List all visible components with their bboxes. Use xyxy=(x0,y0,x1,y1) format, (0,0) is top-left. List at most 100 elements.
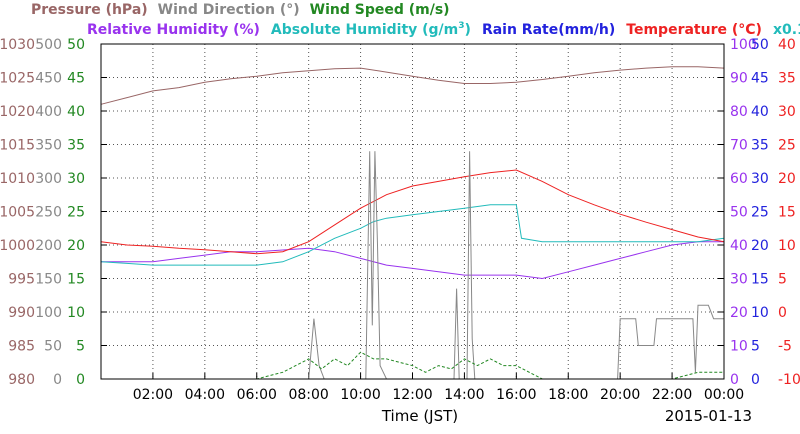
series-line-3 xyxy=(100,169,725,255)
y-tick-label: 1000 xyxy=(0,238,35,254)
x-tick-label: 10:00 xyxy=(340,387,380,403)
y-tick-label: 1010 xyxy=(0,171,35,187)
y-tick-label: -5 xyxy=(778,339,792,355)
y-tick-label: 250 xyxy=(35,205,62,221)
x-tick-label: 06:00 xyxy=(237,387,277,403)
legend-entry: Wind Direction (°) xyxy=(158,2,300,18)
legend-entry: Absolute Humidity (g/m xyxy=(271,22,458,38)
y-tick-label: 50 xyxy=(44,339,62,355)
y-tick-label: 80 xyxy=(730,104,748,120)
x-tick-label: 02:00 xyxy=(133,387,173,403)
y-tick-label: 990 xyxy=(8,305,35,321)
y-tick-label: 50 xyxy=(751,37,769,53)
y-tick-label: 10 xyxy=(67,305,85,321)
y-tick-label: 1030 xyxy=(0,37,35,53)
series-line-1 xyxy=(101,241,724,280)
x-tick-label: 22:00 xyxy=(652,387,692,403)
y-tick-label: 100 xyxy=(35,305,62,321)
y-tick-label: 30 xyxy=(67,171,85,187)
y-tick-label: 450 xyxy=(35,71,62,87)
y-tick-label: 0 xyxy=(76,372,85,388)
right-axes: 1009080706050403020100504540353025201510… xyxy=(730,37,800,388)
plot-frame xyxy=(100,43,725,380)
y-tick-label: 985 xyxy=(8,339,35,355)
x-tick-label: 18:00 xyxy=(548,387,588,403)
legend-entry: Pressure (hPa) xyxy=(31,2,148,18)
y-tick-label: 60 xyxy=(730,171,748,187)
y-tick-label: 980 xyxy=(8,372,35,388)
y-tick-label: 1025 xyxy=(0,71,35,87)
y-tick-label: -10 xyxy=(778,372,800,388)
y-tick-label: 0 xyxy=(751,372,760,388)
y-tick-label: 0 xyxy=(778,305,787,321)
y-tick-label: 1020 xyxy=(0,104,35,120)
y-tick-label: 25 xyxy=(67,205,85,221)
y-tick-label: 500 xyxy=(35,37,62,53)
x-tick-label: 12:00 xyxy=(392,387,432,403)
y-tick-label: 50 xyxy=(67,37,85,53)
series-line-2 xyxy=(100,204,725,266)
y-tick-label: 35 xyxy=(778,71,796,87)
y-tick-label: 10 xyxy=(778,238,796,254)
legend: Pressure (hPa) Wind Direction (°) Wind Spe… xyxy=(31,2,800,38)
x-tick-label: 00:00 xyxy=(704,387,744,403)
legend-tail: ) xyxy=(465,22,471,38)
y-tick-label: 0 xyxy=(53,372,62,388)
y-tick-label: 30 xyxy=(730,272,748,288)
left-axes: 1030102510201015101010051000995990985980… xyxy=(0,37,724,388)
y-tick-label: 5 xyxy=(751,339,760,355)
x-axis: 02:00 04:00 06:00 08:00 10:00 12:00 14:00 16:00… xyxy=(133,373,744,403)
legend-entry: Temperature (°C) xyxy=(626,22,762,38)
x-tick-label: 08:00 xyxy=(288,387,328,403)
y-tick-label: 0 xyxy=(730,372,739,388)
y-tick-label: 15 xyxy=(67,272,85,288)
y-tick-label: 15 xyxy=(778,205,796,221)
y-tick-label: 35 xyxy=(67,138,85,154)
y-tick-label: 40 xyxy=(730,238,748,254)
legend-superscript: 3 xyxy=(458,21,464,31)
y-tick-label: 20 xyxy=(67,238,85,254)
y-tick-label: 1015 xyxy=(0,138,35,154)
y-tick-label: 300 xyxy=(35,171,62,187)
y-tick-label: 100 xyxy=(730,37,757,53)
legend-entry: Rain Rate(mm/h) xyxy=(482,22,615,38)
x-tick-label: 14:00 xyxy=(444,387,484,403)
legend-entry: Relative Humidity (%) xyxy=(87,22,260,38)
y-tick-label: 35 xyxy=(751,138,769,154)
y-tick-label: 40 xyxy=(67,104,85,120)
y-tick-label: 350 xyxy=(35,138,62,154)
y-tick-label: 25 xyxy=(778,138,796,154)
y-tick-label: 5 xyxy=(778,272,787,288)
y-tick-label: 40 xyxy=(751,104,769,120)
y-tick-label: 995 xyxy=(8,272,35,288)
y-tick-label: 25 xyxy=(751,205,769,221)
series-line-0 xyxy=(100,66,725,105)
y-tick-label: 5 xyxy=(76,339,85,355)
legend-entry: Wind Speed (m/s) xyxy=(310,2,450,18)
y-tick-label: 30 xyxy=(778,104,796,120)
y-tick-label: 200 xyxy=(35,238,62,254)
legend-entry: x0.1 xyxy=(773,22,800,38)
y-tick-label: 150 xyxy=(35,272,62,288)
y-tick-label: 90 xyxy=(730,71,748,87)
x-axis-title: Time (JST) xyxy=(381,407,458,425)
y-tick-label: 45 xyxy=(751,71,769,87)
y-tick-label: 1005 xyxy=(0,205,35,221)
grid xyxy=(101,44,724,379)
y-tick-label: 20 xyxy=(778,171,796,187)
y-tick-label: 15 xyxy=(751,272,769,288)
y-tick-label: 400 xyxy=(35,104,62,120)
x-tick-label: 20:00 xyxy=(600,387,640,403)
x-tick-label: 16:00 xyxy=(496,387,536,403)
y-tick-label: 10 xyxy=(751,305,769,321)
y-tick-label: 70 xyxy=(730,138,748,154)
y-tick-label: 45 xyxy=(67,71,85,87)
date-label: 2015-01-13 xyxy=(665,407,752,425)
y-tick-label: 20 xyxy=(730,305,748,321)
y-tick-label: 30 xyxy=(751,171,769,187)
y-tick-label: 50 xyxy=(730,205,748,221)
y-tick-label: 20 xyxy=(751,238,769,254)
y-tick-label: 10 xyxy=(730,339,748,355)
x-tick-label: 04:00 xyxy=(185,387,225,403)
